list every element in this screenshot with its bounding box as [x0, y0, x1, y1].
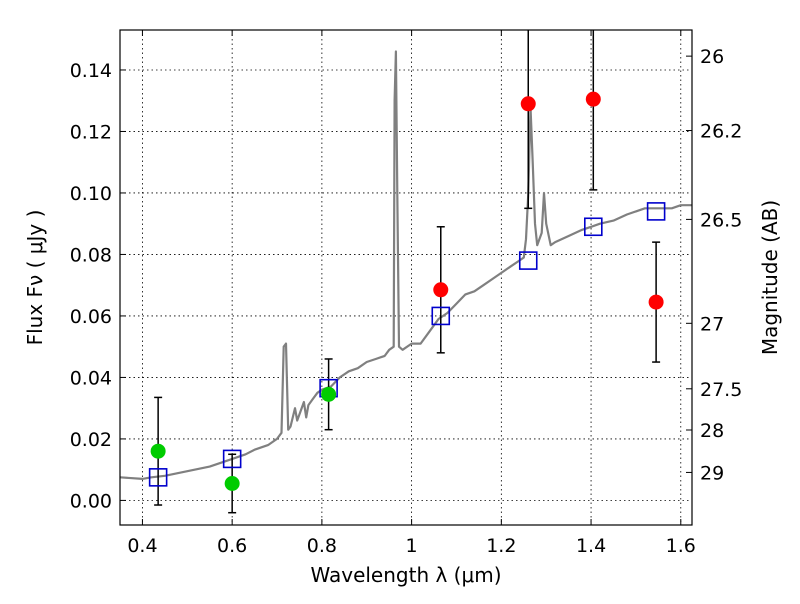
x-tick-label: 0.4	[127, 535, 157, 557]
x-tick-label: 1.2	[486, 535, 516, 557]
photometry-point	[321, 386, 337, 402]
model-spectrum	[119, 50, 692, 480]
y-tick-label: 0.08	[70, 244, 112, 266]
model-photometry-square	[584, 217, 603, 237]
y2-tick-label: 26.5	[700, 209, 742, 231]
x-tick-label: 1.4	[576, 535, 606, 557]
y-tick-label: 0.02	[70, 429, 112, 451]
photometry-point	[648, 294, 664, 310]
photometry-point	[433, 282, 449, 298]
data-markers	[148, 91, 666, 491]
x-tick-label: 1	[406, 535, 418, 557]
photometry-point	[150, 443, 166, 459]
spectrum-line	[119, 50, 692, 480]
y-axis-label: Flux Fν ( μJy )	[23, 210, 47, 346]
tick-labels: 0.4 0.6 0.8 1 1.2 1.4 1.6 0.00 0.02 0.04 0.06 0.08 0…	[70, 46, 743, 557]
y2-tick-label: 26.2	[700, 121, 742, 143]
y2-tick-label: 28	[700, 420, 724, 442]
model-photometry-square	[518, 251, 538, 270]
y-tick-label: 0.00	[70, 490, 112, 512]
photometry-point	[520, 96, 536, 112]
grid	[120, 30, 692, 525]
x-tick-label: 0.6	[217, 535, 247, 557]
photometry-point	[224, 475, 240, 491]
y2-tick-label: 27.5	[700, 379, 742, 401]
photometry-point	[585, 91, 601, 107]
y-tick-label: 0.12	[70, 121, 112, 143]
x-axis-label: Wavelength λ (μm)	[310, 563, 501, 587]
axis-ticks	[120, 30, 692, 525]
model-photometry-square	[222, 449, 242, 469]
y-tick-label: 0.14	[70, 60, 112, 82]
y-tick-label: 0.06	[70, 306, 112, 328]
y-tick-label: 0.04	[70, 367, 112, 389]
y2-tick-label: 26	[700, 46, 724, 68]
model-photometry-square	[148, 468, 168, 487]
error-bars	[154, 30, 661, 514]
x-tick-label: 1.6	[666, 535, 696, 557]
plot-frame	[119, 29, 693, 526]
y2-tick-label: 29	[700, 462, 724, 484]
y2-axis-label: Magnitude (AB)	[758, 200, 782, 355]
y2-tick-label: 27	[700, 313, 724, 335]
y-tick-label: 0.10	[70, 183, 112, 205]
x-tick-label: 0.8	[307, 535, 337, 557]
model-photometry-square	[431, 306, 451, 326]
model-photometry-square	[646, 202, 666, 221]
